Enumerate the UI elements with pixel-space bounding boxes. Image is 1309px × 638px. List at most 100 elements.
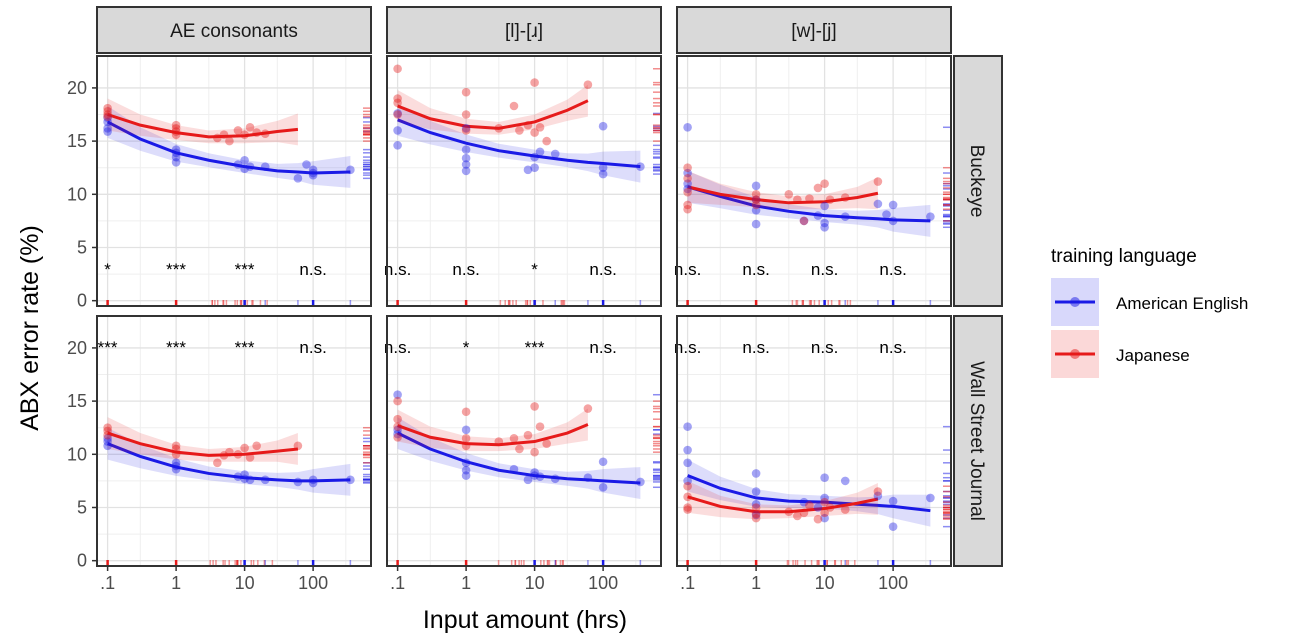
- data-point: [683, 503, 692, 512]
- data-point: [461, 160, 471, 169]
- y-tick-label: 10: [67, 444, 87, 464]
- significance-label: n.s.: [384, 338, 411, 357]
- significance-label: n.s.: [674, 338, 701, 357]
- panel-border: [676, 315, 952, 567]
- data-point: [820, 473, 829, 483]
- significance-label: ***: [166, 338, 186, 357]
- panel: n.s. n.s. n.s. n.s.: [674, 315, 952, 567]
- data-point: [461, 87, 471, 97]
- data-point: [171, 444, 181, 454]
- data-point: [233, 449, 243, 459]
- legend-title: training language: [1051, 246, 1197, 267]
- panel: n.s. n.s. * n.s.: [384, 55, 662, 307]
- data-point: [813, 503, 823, 512]
- fit-line: [397, 423, 589, 447]
- legend-key-point: [1070, 349, 1080, 359]
- data-point: [103, 441, 112, 451]
- y-tick-label: 10: [67, 184, 87, 204]
- data-point: [225, 447, 234, 457]
- strip-background: [676, 6, 952, 54]
- row-strip: Buckeye: [953, 55, 1003, 307]
- data-point: [393, 110, 402, 119]
- data-point: [813, 211, 823, 220]
- x-axis-label: Input amount (hrs): [423, 606, 627, 634]
- significance-label: n.s.: [811, 260, 838, 279]
- data-point: [171, 152, 181, 162]
- data-point: [461, 110, 471, 119]
- strip-label: [w]-[j]: [791, 21, 836, 42]
- data-point: [873, 491, 883, 501]
- data-point: [530, 471, 539, 480]
- y-tick-label: 0: [77, 551, 87, 571]
- data-point: [393, 432, 402, 442]
- data-point: [751, 499, 761, 509]
- data-point: [820, 508, 829, 518]
- data-point: [784, 507, 794, 517]
- fit-line: [396, 431, 641, 485]
- data-point: [103, 423, 112, 433]
- data-point: [751, 181, 761, 191]
- fit-line: [107, 431, 299, 457]
- data-point: [103, 112, 112, 121]
- significance-label: *: [463, 338, 470, 357]
- data-point: [509, 434, 519, 443]
- data-point: [888, 216, 898, 226]
- strip-background: [953, 55, 1003, 307]
- panel: * *** *** n.s.: [96, 55, 372, 307]
- data-point: [308, 165, 318, 175]
- confidence-band: [687, 170, 931, 237]
- data-point: [820, 179, 829, 188]
- data-point: [523, 430, 533, 440]
- data-point: [598, 457, 608, 467]
- data-point: [530, 152, 539, 162]
- data-point: [245, 453, 255, 462]
- data-point: [683, 458, 692, 468]
- data-point: [171, 124, 181, 133]
- fit-line: [107, 442, 351, 483]
- data-point: [550, 474, 560, 484]
- data-point: [683, 179, 692, 188]
- data-point: [683, 445, 692, 455]
- data-point: [799, 216, 809, 226]
- legend-key-point: [1070, 297, 1080, 307]
- data-point: [494, 437, 504, 446]
- data-point: [515, 444, 524, 454]
- data-point: [784, 189, 794, 199]
- data-point: [103, 430, 112, 440]
- data-point: [751, 195, 761, 204]
- data-point: [393, 425, 402, 435]
- data-point: [346, 475, 355, 485]
- y-axis-label: ABX error rate (%): [16, 225, 44, 431]
- significance-label: ***: [166, 260, 186, 279]
- data-point: [873, 487, 883, 496]
- data-point: [103, 107, 112, 116]
- data-point: [820, 201, 829, 211]
- data-point: [171, 441, 181, 451]
- data-point: [240, 164, 249, 174]
- data-point: [542, 136, 551, 146]
- data-point: [888, 496, 898, 506]
- data-point: [509, 101, 519, 111]
- data-point: [346, 165, 355, 175]
- data-point: [245, 475, 255, 485]
- data-point: [219, 130, 229, 140]
- data-point: [393, 414, 402, 424]
- data-point: [840, 505, 850, 514]
- data-point: [103, 117, 112, 127]
- panel-border: [96, 315, 372, 567]
- x-tick-label: 1: [461, 573, 471, 593]
- data-point: [171, 145, 181, 154]
- data-point: [751, 503, 761, 512]
- x-tick-label: .1: [390, 573, 405, 593]
- data-point: [515, 126, 524, 135]
- significance-label: n.s.: [299, 338, 326, 357]
- data-point: [260, 129, 270, 138]
- panel-border: [386, 315, 662, 567]
- data-point: [103, 426, 112, 436]
- data-point: [683, 187, 692, 197]
- data-point: [751, 487, 761, 496]
- data-point: [393, 94, 402, 103]
- panel-border: [96, 55, 372, 307]
- data-point: [683, 184, 692, 194]
